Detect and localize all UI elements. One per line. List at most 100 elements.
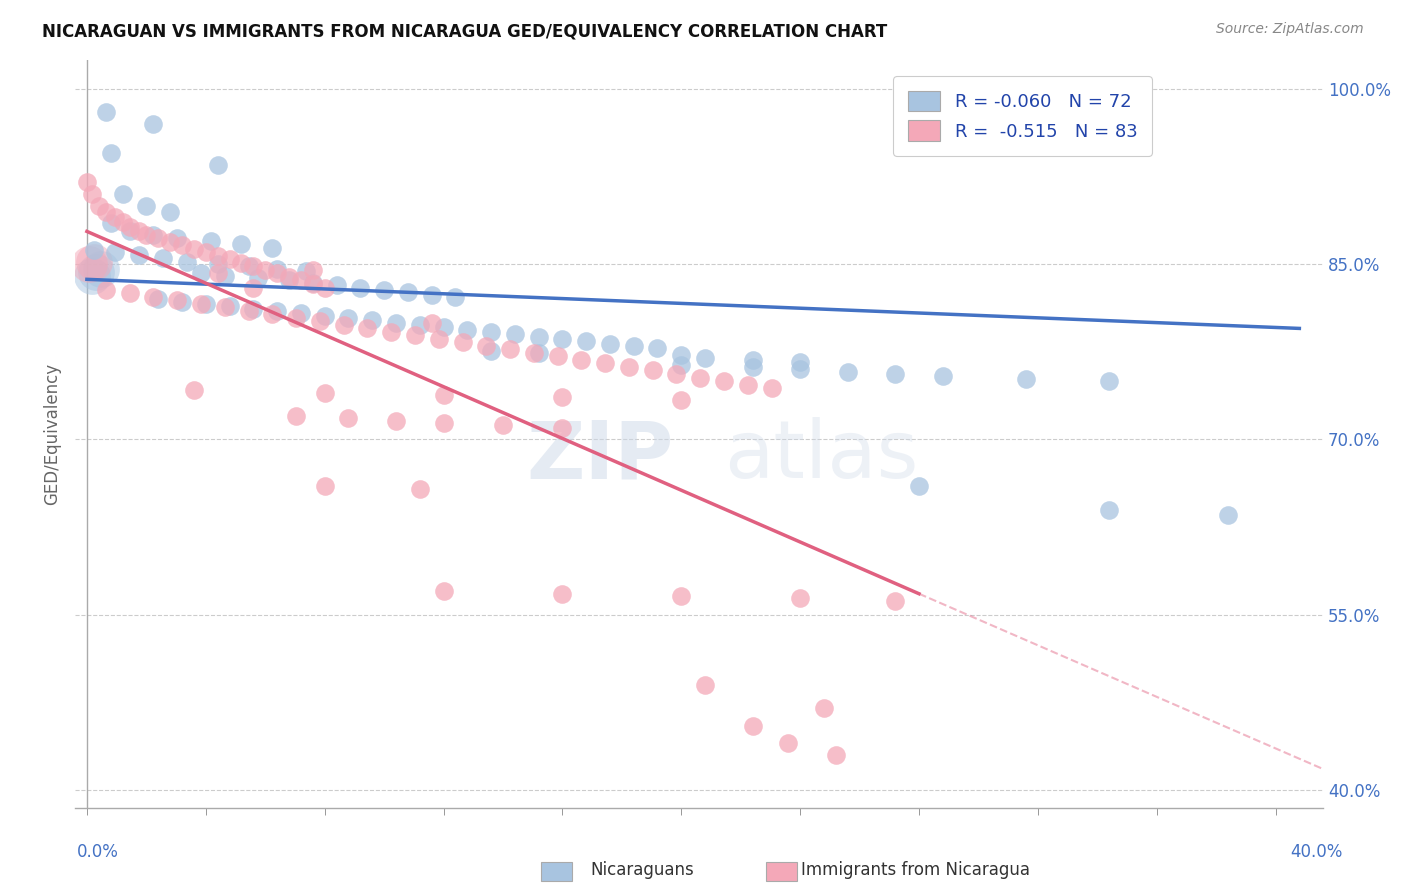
Point [427,332,450,346]
Point [166,231,188,245]
Point [152,252,174,266]
Point [623,339,645,353]
Point [551,390,574,404]
Point [159,235,181,249]
Point [551,421,574,435]
Point [523,346,546,360]
Point [741,359,763,374]
Point [671,358,693,372]
Point [349,280,371,294]
Point [432,320,454,334]
Point [778,736,800,750]
Point [420,287,443,301]
Point [761,381,783,395]
Point [813,701,835,715]
Point [932,369,955,384]
Point [142,117,165,131]
Point [837,365,859,379]
Point [207,249,229,263]
Point [432,388,454,402]
Point [671,392,693,407]
Point [337,310,360,325]
Point [214,301,236,315]
Point [238,304,260,318]
Text: ZIP: ZIP [527,417,673,495]
Point [693,351,716,365]
Point [118,224,141,238]
Point [207,267,229,281]
Point [94,105,117,120]
Point [671,589,693,603]
Point [111,186,134,201]
Point [254,263,277,277]
Point [148,292,170,306]
Point [266,267,288,281]
Point [575,334,598,349]
Point [551,332,574,346]
Point [142,290,165,304]
Point [94,204,117,219]
Point [80,186,103,201]
Point [148,231,170,245]
Point [290,273,312,287]
Point [301,263,323,277]
Point [301,276,323,290]
Point [689,370,711,384]
Point [314,280,336,294]
Legend: R = -0.060   N = 72, R =  -0.515   N = 83: R = -0.060 N = 72, R = -0.515 N = 83 [893,76,1152,156]
Text: NICARAGUAN VS IMMIGRANTS FROM NICARAGUA GED/EQUIVALENCY CORRELATION CHART: NICARAGUAN VS IMMIGRANTS FROM NICARAGUA … [42,22,887,40]
Point [90,261,112,276]
Point [104,245,127,260]
Point [671,348,693,362]
Point [190,297,212,311]
Point [1098,374,1121,388]
Point [479,325,502,339]
Point [83,254,105,268]
Point [617,359,640,374]
Point [207,158,229,172]
Point [547,350,569,364]
Point [789,362,811,376]
Point [373,283,395,297]
Point [737,377,759,392]
Point [499,343,522,357]
Point [492,418,515,433]
Y-axis label: GED/Equivalency: GED/Equivalency [44,362,60,505]
Text: Immigrants from Nicaragua: Immigrants from Nicaragua [801,861,1031,879]
Point [194,297,217,311]
Point [231,237,253,252]
Point [170,238,193,252]
Point [1098,502,1121,516]
Point [166,293,188,308]
Point [76,175,98,189]
Point [647,341,669,355]
Point [432,584,454,599]
Point [294,264,316,278]
Point [266,261,288,276]
Point [86,265,108,279]
Point [432,416,454,430]
Point [741,353,763,368]
Point [385,414,408,428]
Point [242,280,264,294]
Point [503,327,526,342]
Point [247,271,270,285]
Point [87,199,110,213]
Point [1216,508,1239,523]
Point [128,224,150,238]
Point [200,234,222,248]
Point [94,283,117,297]
Point [231,256,253,270]
Point [741,719,763,733]
Point [83,243,105,257]
Point [420,316,443,330]
Point [290,306,312,320]
Point [118,286,141,301]
Point [356,321,378,335]
Point [361,313,384,327]
Point [118,219,141,234]
Point [218,299,240,313]
Point [190,267,212,281]
Point [824,747,846,762]
Point [207,257,229,271]
